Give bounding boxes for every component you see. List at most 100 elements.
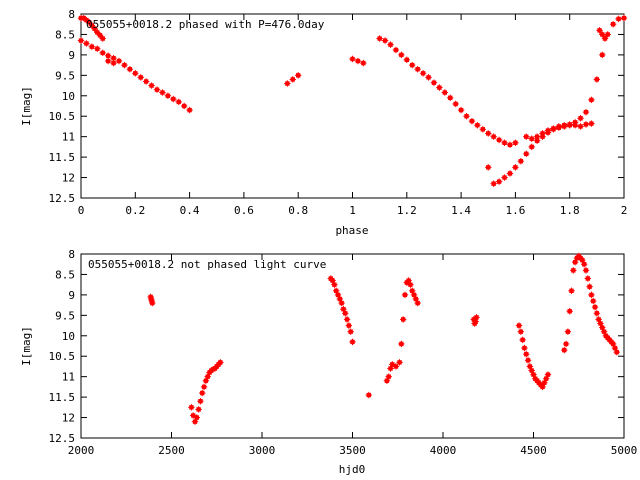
phased-data-point	[121, 61, 128, 69]
unphased-data-point	[570, 267, 577, 274]
unphased-data-point	[588, 291, 595, 299]
unphased-data-point	[217, 359, 224, 366]
phased-data-point	[588, 96, 595, 104]
phased-data-point	[620, 14, 628, 22]
phased-data-point	[596, 27, 603, 34]
phased-data-point	[83, 40, 90, 47]
unphased-x-tick-label: 4000	[430, 444, 457, 457]
phased-x-tick-label: 1.2	[397, 204, 417, 217]
phased-data-point	[96, 32, 104, 39]
phased-data-point	[137, 74, 144, 81]
unphased-y-tick-label: 8.5	[55, 268, 75, 281]
phased-data-point	[561, 123, 568, 130]
unphased-data-point	[349, 338, 356, 346]
phased-data-point	[615, 15, 622, 23]
phased-data-point	[457, 106, 465, 114]
unphased-data-point	[523, 350, 530, 358]
phased-data-point	[577, 123, 584, 130]
phased-data-point	[506, 170, 514, 177]
unphased-data-point	[197, 398, 204, 405]
unphased-data-point	[564, 328, 572, 335]
unphased-data-point	[515, 322, 523, 329]
phased-data-point	[289, 76, 296, 83]
phased-data-point	[512, 164, 519, 171]
phased-light-curve-panel: 0 0.2 0.4 0.6 0.8 1 1.2 1.4 1.6 1.8 2 8 8.5 9 9.5 10 10.…	[20, 8, 627, 237]
unphased-y-tick-label: 9.5	[55, 309, 75, 322]
phased-y-axis-label: I[mag]	[20, 86, 33, 126]
phased-x-tick-label: 0.2	[125, 204, 145, 217]
phased-x-tick-label: 0	[78, 204, 85, 217]
unphased-data-point	[338, 299, 345, 307]
phased-data-point	[599, 51, 606, 59]
phased-data-point	[295, 72, 302, 79]
phased-data-point	[398, 51, 405, 59]
unphased-x-tick-label: 5000	[611, 444, 638, 457]
unphased-data-point	[188, 404, 195, 411]
phased-x-tick-label: 1.8	[560, 204, 580, 217]
unphased-data-points	[147, 252, 620, 425]
phased-y-tick-label: 10.5	[49, 110, 76, 123]
unphased-y-tick-label: 11	[62, 371, 75, 384]
phased-data-point	[77, 37, 85, 44]
unphased-y-tick-label: 8	[68, 248, 75, 261]
phased-y-tick-label: 11	[62, 131, 75, 144]
phased-data-point	[550, 125, 557, 132]
phased-data-point	[425, 74, 432, 81]
unphased-y-axis-label: I[mag]	[20, 326, 33, 366]
phased-y-tick-label: 11.5	[49, 151, 76, 164]
unphased-data-point	[521, 344, 528, 352]
phased-data-point	[180, 102, 188, 110]
unphased-data-point	[568, 287, 575, 294]
phased-data-point	[441, 89, 449, 96]
unphased-data-point	[396, 359, 403, 366]
phased-data-point	[566, 122, 573, 129]
unphased-x-tick-label: 4500	[520, 444, 547, 457]
phased-y-tick-label: 9.5	[55, 69, 75, 82]
phased-x-tick-label: 1	[349, 204, 356, 217]
phased-data-point	[142, 78, 150, 85]
phased-data-point	[354, 57, 362, 65]
phased-data-point	[159, 89, 166, 96]
unphased-data-point	[566, 308, 573, 315]
phased-data-point	[91, 25, 98, 32]
phased-chart-title: 055055+0018.2 phased with P=476.0day	[86, 18, 325, 31]
unphased-data-point	[407, 281, 414, 288]
unphased-data-point	[593, 310, 601, 317]
phased-data-point	[523, 133, 530, 140]
phased-data-point	[571, 122, 579, 129]
unphased-data-point	[342, 310, 349, 317]
phased-data-point	[501, 174, 508, 181]
unphased-y-tick-label: 9	[68, 289, 75, 302]
phased-x-tick-label: 0.4	[180, 204, 200, 217]
unphased-data-point	[385, 373, 392, 380]
phased-x-tick-label: 1.6	[505, 204, 525, 217]
phased-data-point	[609, 21, 617, 28]
phased-data-points	[77, 14, 628, 187]
unphased-x-tick-label: 2000	[68, 444, 95, 457]
unphased-x-tick-label: 3000	[249, 444, 276, 457]
phased-data-point	[452, 100, 459, 108]
phased-data-point	[88, 43, 96, 50]
unphased-y-tick-label: 12	[62, 412, 75, 425]
phased-data-point	[485, 164, 492, 171]
phased-x-tick-label: 0.6	[234, 204, 254, 217]
phased-y-tick-label: 12.5	[49, 192, 76, 205]
phased-x-tick-label: 2	[621, 204, 628, 217]
phased-data-point	[485, 130, 492, 137]
phased-data-point	[403, 56, 410, 63]
unphased-data-point	[580, 261, 588, 268]
phased-data-point	[501, 139, 508, 146]
phased-data-point	[577, 115, 584, 122]
unphased-data-point	[586, 283, 593, 290]
unphased-x-axis-label: hjd0	[339, 463, 366, 476]
phased-data-point	[170, 95, 177, 103]
unphased-data-point	[584, 275, 591, 282]
unphased-plot-frame	[80, 253, 625, 439]
phased-data-point	[132, 70, 139, 77]
phased-x-tick-label: 0.8	[288, 204, 308, 217]
unphased-data-point	[199, 389, 206, 397]
phased-y-tick-label: 8.5	[55, 28, 75, 41]
phased-data-point	[349, 55, 356, 63]
phased-x-axis-label: phase	[335, 224, 368, 237]
unphased-data-point	[517, 328, 525, 335]
